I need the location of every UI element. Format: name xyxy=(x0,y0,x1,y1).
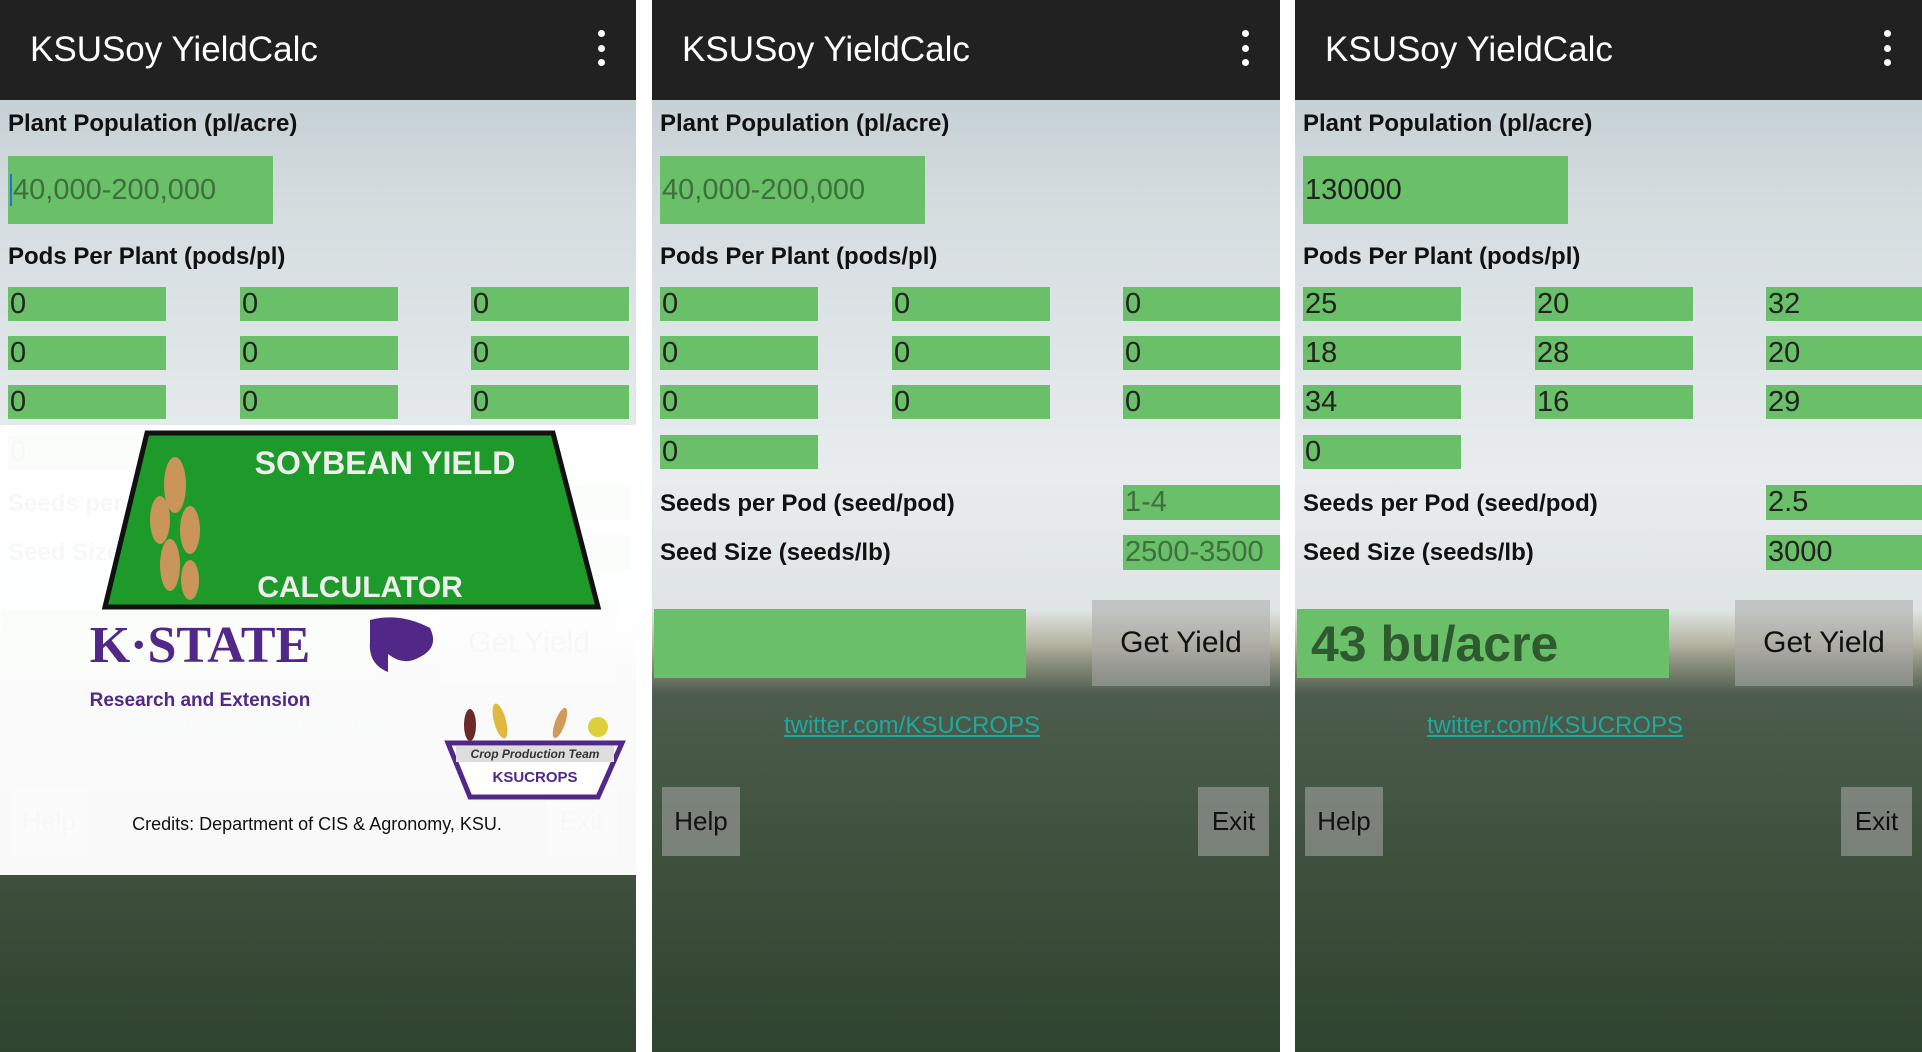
ksucrops-text: KSUCROPS xyxy=(492,769,577,786)
pods-input[interactable]: 0 xyxy=(660,336,818,370)
pods-input[interactable]: 0 xyxy=(892,336,1050,370)
app-screen-3: KSUSoy YieldCalc Plant Population (pl/acr… xyxy=(1295,0,1922,1052)
wildcat-icon xyxy=(369,617,434,672)
pods-input[interactable]: 20 xyxy=(1535,287,1693,321)
pods-input[interactable]: 0 xyxy=(471,385,629,419)
logo-line2: CALCULATOR xyxy=(257,571,463,604)
app-screen-1: KSUSoy YieldCalc Plant Population (pl/acr… xyxy=(0,0,636,1052)
plant-population-placeholder: 40,000-200,000 xyxy=(662,173,866,206)
pods-input[interactable]: 0 xyxy=(8,287,166,321)
pods-input[interactable]: 0 xyxy=(1123,336,1280,370)
twitter-link[interactable]: twitter.com/KSUCROPS xyxy=(783,712,1041,739)
corn-icon xyxy=(492,703,508,739)
splash-overlay: SOYBEAN YIELD CALCULATOR K·STATE Researc… xyxy=(0,425,636,875)
overflow-menu-icon[interactable] xyxy=(1882,30,1892,66)
pods-input[interactable]: 0 xyxy=(8,385,166,419)
seeds-per-pod-label: Seeds per Pod (seed/pod) xyxy=(660,490,955,517)
twitter-link[interactable]: twitter.com/KSUCROPS xyxy=(1426,712,1684,739)
text-cursor xyxy=(10,174,12,206)
exit-button[interactable]: Exit xyxy=(1841,787,1912,856)
sorghum-icon xyxy=(464,709,476,741)
plant-population-input[interactable]: 40,000-200,000 xyxy=(8,156,273,224)
pods-input[interactable]: 0 xyxy=(8,336,166,370)
app-screen-2: KSUSoy YieldCalc Plant Population (pl/acr… xyxy=(652,0,1280,1052)
pods-input[interactable]: 0 xyxy=(240,385,398,419)
get-yield-button[interactable]: Get Yield xyxy=(1092,600,1270,686)
pods-input[interactable]: 0 xyxy=(240,287,398,321)
app-title: KSUSoy YieldCalc xyxy=(682,30,970,69)
plant-population-placeholder: 40,000-200,000 xyxy=(13,173,217,206)
get-yield-button[interactable]: Get Yield xyxy=(1735,600,1913,686)
pods-per-plant-label: Pods Per Plant (pods/pl) xyxy=(660,243,938,270)
crop-team-text: Crop Production Team xyxy=(471,747,600,761)
logo-line1: SOYBEAN YIELD xyxy=(255,445,516,481)
plant-population-label: Plant Population (pl/acre) xyxy=(1303,110,1593,137)
seed-size-input[interactable]: 2500-3500 xyxy=(1123,535,1280,570)
pods-input[interactable]: 0 xyxy=(1303,435,1461,469)
pods-input[interactable]: 0 xyxy=(660,385,818,419)
overflow-menu-icon[interactable] xyxy=(596,30,606,66)
pods-input[interactable]: 0 xyxy=(471,287,629,321)
pods-input[interactable]: 34 xyxy=(1303,385,1461,419)
logo-banner xyxy=(101,430,602,610)
seed-size-input[interactable]: 3000 xyxy=(1766,535,1922,570)
app-bar: KSUSoy YieldCalc xyxy=(1295,0,1922,100)
pods-input[interactable]: 0 xyxy=(892,287,1050,321)
canola-icon xyxy=(588,717,608,737)
seeds-per-pod-label: Seeds per Pod (seed/pod) xyxy=(1303,490,1598,517)
credits-text: Credits: Department of CIS & Agronomy, K… xyxy=(132,814,502,834)
seeds-per-pod-input[interactable]: 1-4 xyxy=(1123,485,1280,520)
plant-population-input[interactable]: 130000 xyxy=(1303,156,1568,224)
app-title: KSUSoy YieldCalc xyxy=(30,30,318,69)
app-title: KSUSoy YieldCalc xyxy=(1325,30,1613,69)
help-button[interactable]: Help xyxy=(662,787,740,856)
pods-per-plant-label: Pods Per Plant (pods/pl) xyxy=(8,243,286,270)
yield-result: 43 bu/acre xyxy=(1297,609,1669,678)
kstate-subtitle: Research and Extension xyxy=(90,690,311,711)
splash-logo: SOYBEAN YIELD CALCULATOR K·STATE Researc… xyxy=(90,430,626,834)
pods-input[interactable]: 0 xyxy=(1123,385,1280,419)
pods-input[interactable]: 0 xyxy=(240,336,398,370)
pods-input[interactable]: 0 xyxy=(471,336,629,370)
pods-input[interactable]: 20 xyxy=(1766,336,1922,370)
seeds-per-pod-input[interactable]: 2.5 xyxy=(1766,485,1922,520)
pods-input[interactable]: 25 xyxy=(1303,287,1461,321)
exit-button[interactable]: Exit xyxy=(1198,787,1269,856)
pods-input[interactable]: 32 xyxy=(1766,287,1922,321)
plant-population-label: Plant Population (pl/acre) xyxy=(660,110,950,137)
app-bar: KSUSoy YieldCalc xyxy=(0,0,636,100)
yield-result xyxy=(654,609,1026,678)
pods-input[interactable]: 0 xyxy=(660,287,818,321)
kstate-wordmark: K·STATE xyxy=(90,617,311,674)
pods-input[interactable]: 18 xyxy=(1303,336,1461,370)
pods-input[interactable]: 16 xyxy=(1535,385,1693,419)
overflow-menu-icon[interactable] xyxy=(1240,30,1250,66)
pods-input[interactable]: 0 xyxy=(660,435,818,469)
app-bar: KSUSoy YieldCalc xyxy=(652,0,1280,100)
pods-input[interactable]: 0 xyxy=(892,385,1050,419)
soybean-pods-icon xyxy=(150,457,200,600)
seed-size-label: Seed Size (seeds/lb) xyxy=(1303,539,1534,566)
pods-input[interactable]: 0 xyxy=(1123,287,1280,321)
pods-input[interactable]: 28 xyxy=(1535,336,1693,370)
help-button[interactable]: Help xyxy=(1305,787,1383,856)
pods-per-plant-label: Pods Per Plant (pods/pl) xyxy=(1303,243,1581,270)
plant-population-label: Plant Population (pl/acre) xyxy=(8,110,298,137)
plant-population-input[interactable]: 40,000-200,000 xyxy=(660,156,925,224)
seed-size-label: Seed Size (seeds/lb) xyxy=(660,539,891,566)
soybean-icon xyxy=(552,707,568,739)
pods-input[interactable]: 29 xyxy=(1766,385,1922,419)
